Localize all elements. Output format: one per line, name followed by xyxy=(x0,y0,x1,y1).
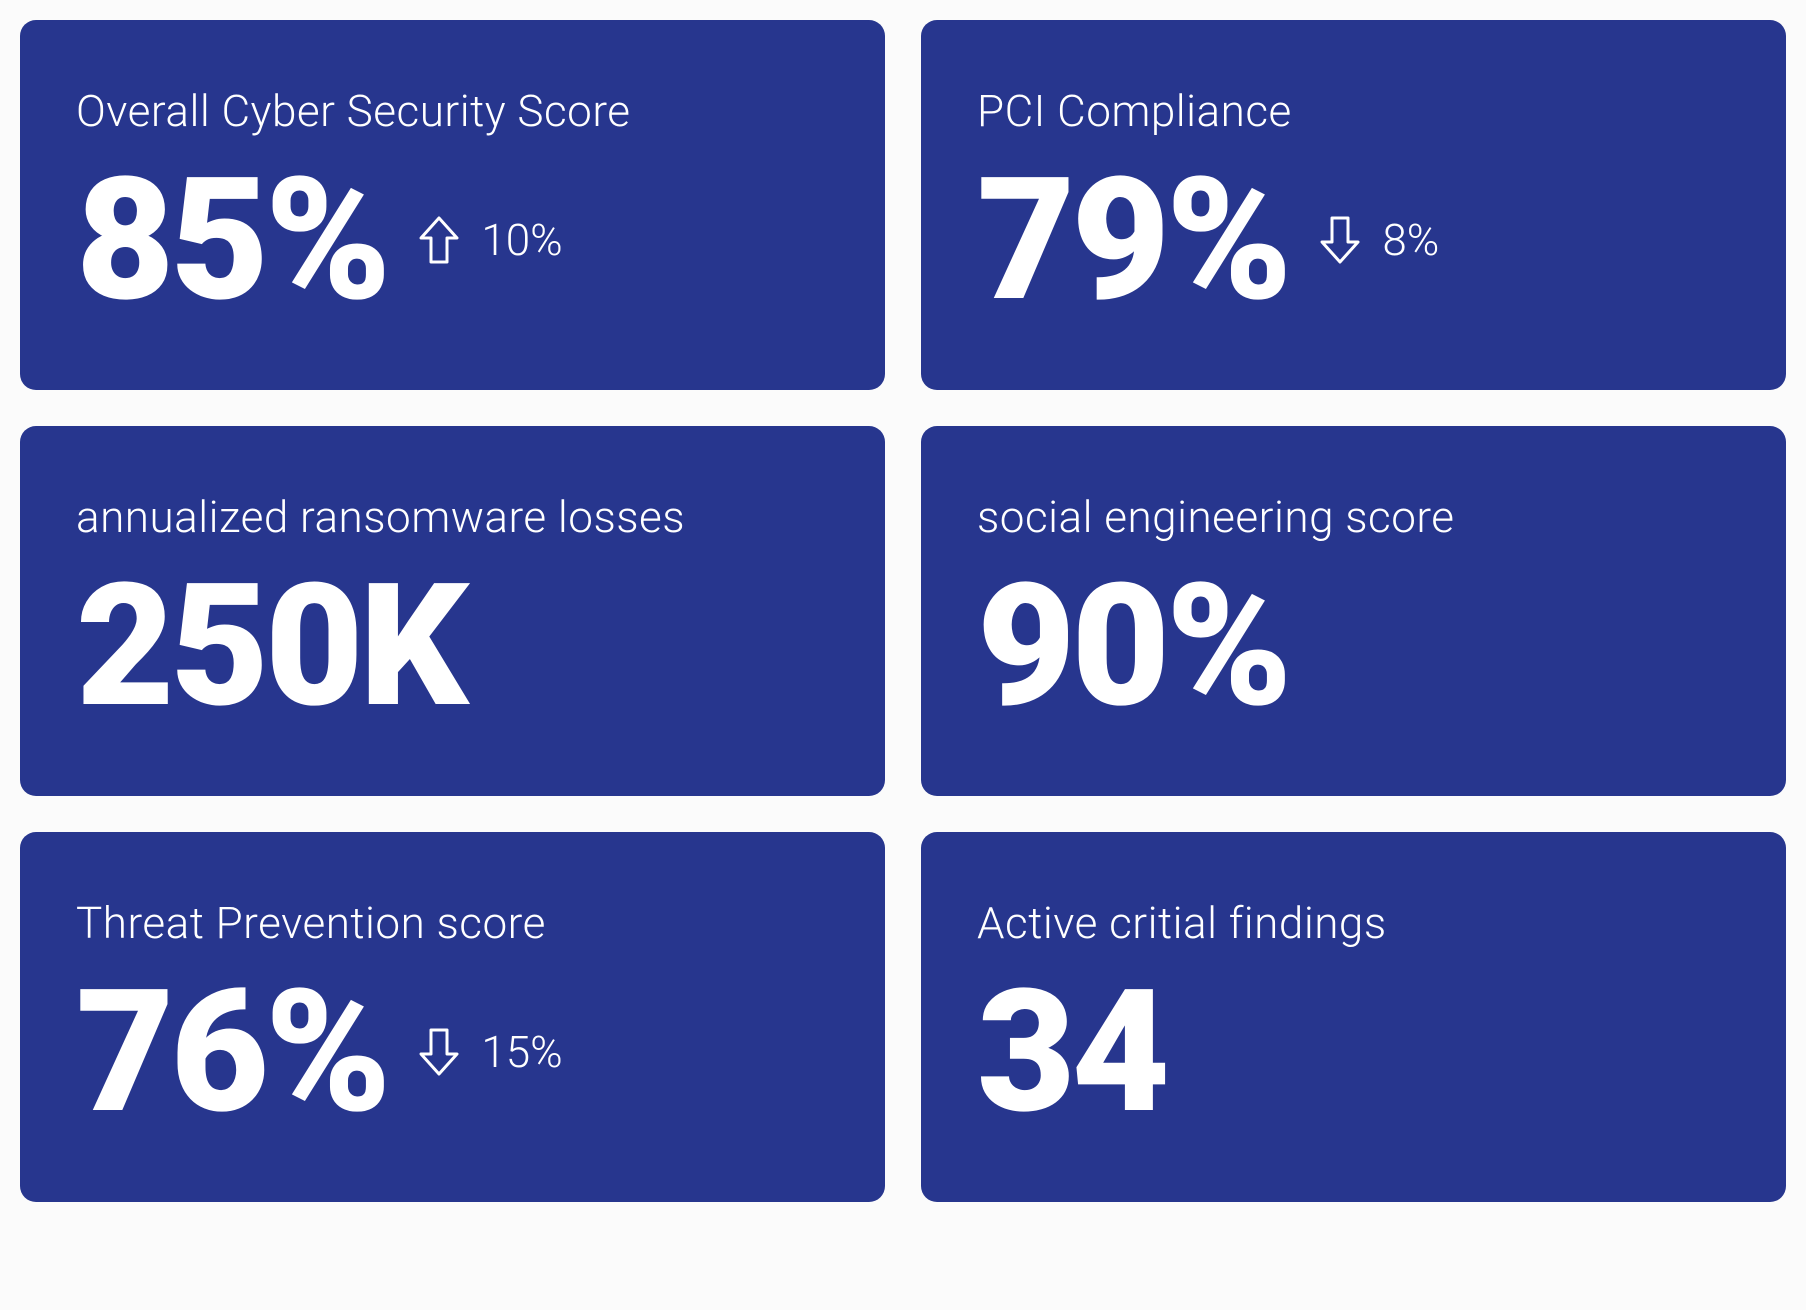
metric-value-row: 34 xyxy=(977,967,1730,1137)
delta-value: 8% xyxy=(1382,214,1439,266)
metric-title: Overall Cyber Security Score xyxy=(76,85,829,137)
arrow-down-icon xyxy=(417,1026,461,1078)
security-dashboard-grid: Overall Cyber Security Score 85% 10% PCI… xyxy=(20,20,1786,1202)
metric-card-pci-compliance: PCI Compliance 79% 8% xyxy=(921,20,1786,390)
metric-card-ransomware-losses: annualized ransomware losses 250K xyxy=(20,426,885,796)
metric-title: Threat Prevention score xyxy=(76,897,829,949)
metric-value-row: 85% 10% xyxy=(76,155,829,325)
metric-card-critical-findings: Active critial findings 34 xyxy=(921,832,1786,1202)
metric-value: 90% xyxy=(977,561,1288,731)
metric-value: 250K xyxy=(76,561,464,731)
metric-title: Active critial findings xyxy=(977,897,1730,949)
metric-value: 34 xyxy=(977,967,1166,1137)
metric-value: 85% xyxy=(76,155,387,325)
metric-value-row: 90% xyxy=(977,561,1730,731)
metric-value-row: 250K xyxy=(76,561,829,731)
metric-value: 76% xyxy=(76,967,387,1137)
metric-title: annualized ransomware losses xyxy=(76,491,829,543)
metric-title: social engineering score xyxy=(977,491,1730,543)
arrow-down-icon xyxy=(1318,214,1362,266)
metric-delta: 8% xyxy=(1318,214,1439,266)
arrow-up-icon xyxy=(417,214,461,266)
metric-delta: 15% xyxy=(417,1026,562,1078)
delta-value: 10% xyxy=(481,214,562,266)
metric-delta: 10% xyxy=(417,214,562,266)
metric-value-row: 76% 15% xyxy=(76,967,829,1137)
metric-value: 79% xyxy=(977,155,1288,325)
metric-card-threat-prevention: Threat Prevention score 76% 15% xyxy=(20,832,885,1202)
delta-value: 15% xyxy=(481,1026,562,1078)
metric-card-social-engineering: social engineering score 90% xyxy=(921,426,1786,796)
metric-card-overall-security: Overall Cyber Security Score 85% 10% xyxy=(20,20,885,390)
metric-value-row: 79% 8% xyxy=(977,155,1730,325)
metric-title: PCI Compliance xyxy=(977,85,1730,137)
